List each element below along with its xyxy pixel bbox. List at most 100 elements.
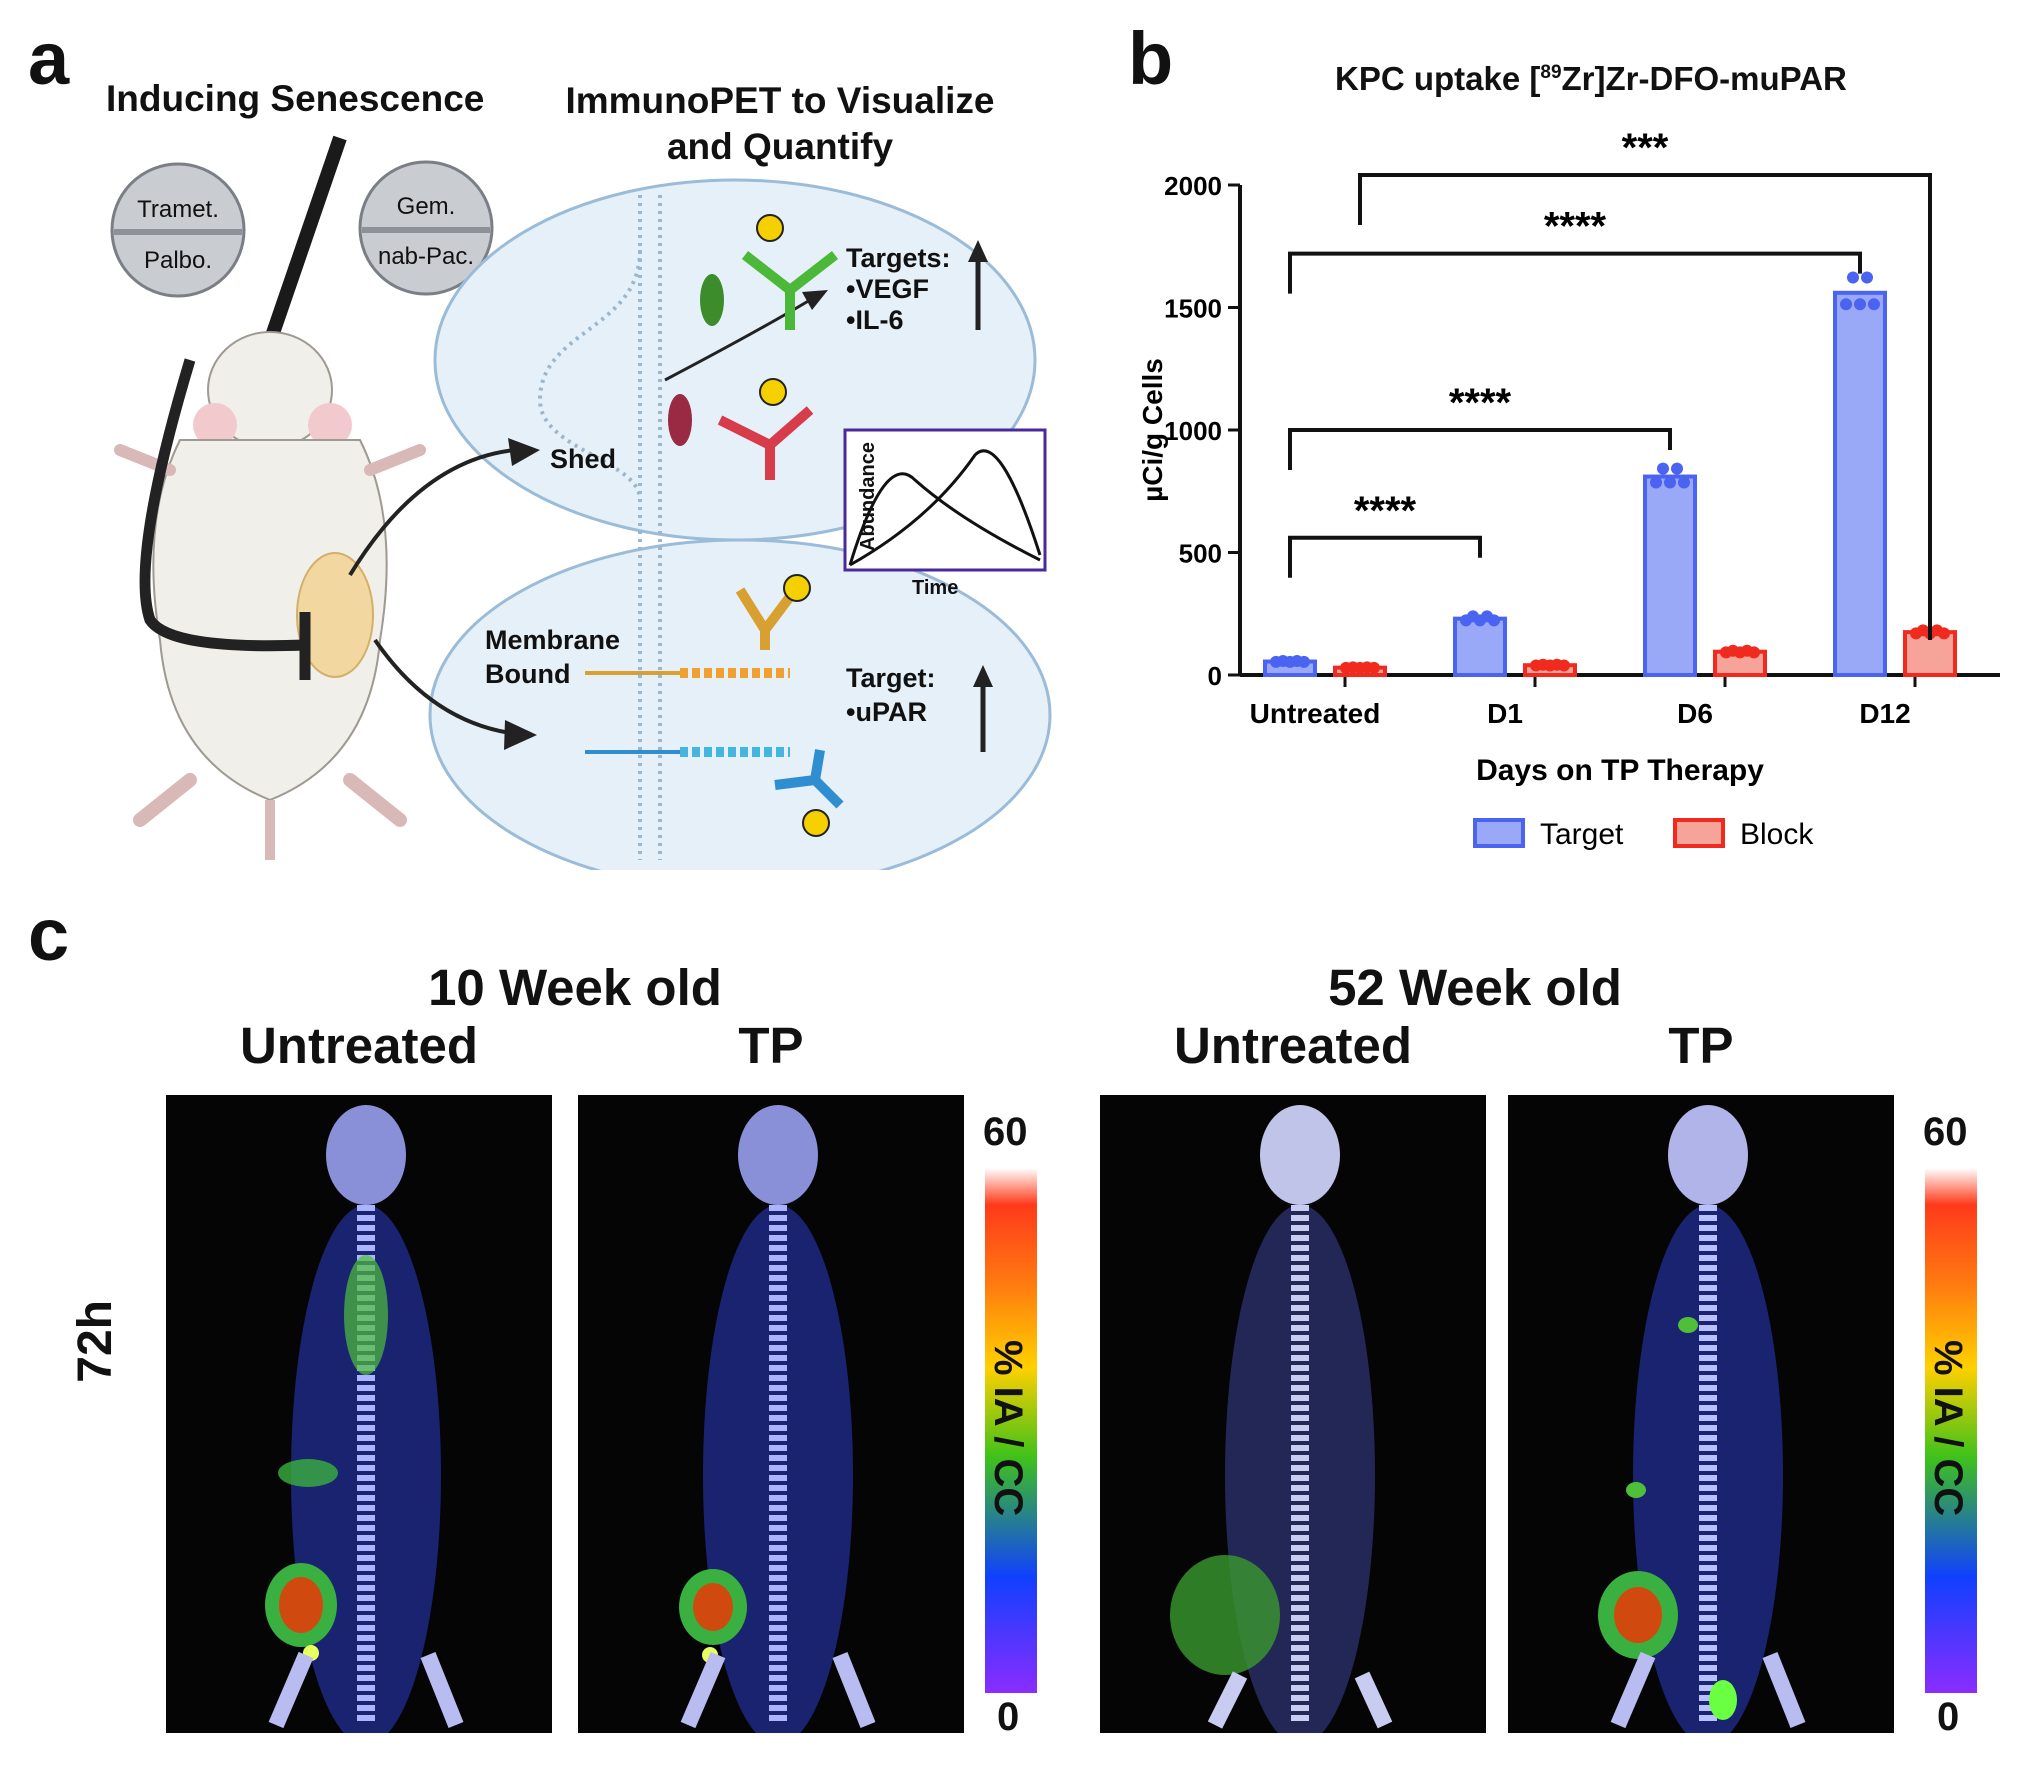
x-tick-label: D1 — [1487, 698, 1523, 729]
target-il6: •IL-6 — [846, 305, 904, 335]
significance-label: **** — [1449, 381, 1512, 425]
pet-image-52wk-untreated — [1100, 1095, 1486, 1733]
cell-bottom-icon — [428, 538, 1052, 870]
pet-image-52wk-tp — [1508, 1095, 1894, 1733]
colorbar-left-label: % IA / CC — [986, 1340, 1030, 1517]
mouse-icon — [114, 331, 426, 860]
panel-a-illustration — [110, 135, 1052, 870]
data-point — [1664, 476, 1676, 489]
pet-image-10wk-untreated — [166, 1095, 552, 1733]
y-tick-label: 1000 — [1164, 416, 1222, 446]
pill-icon-left — [110, 162, 246, 298]
pet-image-10wk-tp — [578, 1095, 964, 1733]
x-tick-label: D12 — [1859, 698, 1910, 729]
colorbar-right — [1925, 1168, 1977, 1693]
x-tick-label: D6 — [1677, 698, 1713, 729]
data-point — [1748, 646, 1760, 659]
chart-title-post: Zr]Zr-DFO-muPAR — [1561, 60, 1847, 97]
group-10-week-title: 10 Week old — [428, 959, 722, 1016]
bar-target-d6 — [1643, 474, 1697, 677]
targets-block: Targets: •VEGF •IL-6 — [846, 243, 951, 336]
data-point — [1650, 476, 1662, 489]
y-tick-label: 1500 — [1164, 294, 1222, 324]
data-point — [1854, 298, 1866, 311]
significance-bracket — [1358, 173, 1932, 640]
colorbar-right-max: 60 — [1923, 1110, 1968, 1154]
data-point — [1678, 476, 1690, 489]
significance-label: *** — [1622, 126, 1669, 170]
legend-target-swatch — [1473, 818, 1525, 848]
tumor-icon — [296, 552, 374, 678]
data-point — [1657, 462, 1669, 475]
chart-title: KPC uptake [89Zr]Zr-DFO-muPAR — [1335, 60, 1847, 98]
significance-bracket — [1288, 535, 1482, 578]
panel-b-letter: b — [1128, 17, 1174, 100]
data-point — [1298, 655, 1310, 668]
panel-a-left-title: Inducing Senescence — [106, 78, 485, 119]
panel-a-right-title-line2: and Quantify — [666, 126, 894, 167]
antibody-red-icon — [668, 394, 814, 480]
target-upar-block: Target: •uPAR — [846, 661, 936, 729]
target-vegf: •VEGF — [846, 274, 929, 304]
group-52-week-title: 52 Week old — [1328, 959, 1622, 1016]
legend-target-label: Target — [1540, 818, 1624, 850]
significance-label: **** — [1354, 489, 1417, 533]
y-tick-label: 2000 — [1164, 171, 1222, 201]
pill-left-bottom-label: Palbo. — [143, 247, 213, 274]
y-tick-label: 0 — [1208, 661, 1222, 691]
data-point — [1368, 661, 1380, 674]
data-point — [1847, 271, 1859, 284]
data-point — [1861, 271, 1873, 284]
colorbar-left-min: 0 — [997, 1695, 1020, 1739]
col4-label: TP — [1668, 1017, 1734, 1074]
col3-label: Untreated — [1173, 1017, 1413, 1074]
panel-a-right-title: ImmunoPET to Visualize and Quantify — [545, 78, 1015, 170]
colorbar-right-min: 0 — [1937, 1695, 1960, 1739]
inset-ylabel: Abundance — [856, 442, 879, 551]
data-point — [1671, 462, 1683, 475]
membrane-icon — [537, 195, 662, 860]
membrane-bound-label: Membrane Bound — [485, 623, 620, 691]
inhibition-arrow-icon — [139, 358, 306, 652]
membrane-label-line1: Membrane — [485, 625, 621, 655]
membrane-label-line2: Bound — [485, 659, 571, 689]
pill-right-bottom-label: nab-Pac. — [377, 243, 475, 270]
target-upar: •uPAR — [846, 697, 927, 727]
chart-title-pre: KPC uptake [ — [1335, 60, 1541, 97]
shed-label: Shed — [550, 444, 617, 474]
targets-label: Targets: — [846, 243, 951, 273]
significance-label: **** — [1544, 205, 1607, 249]
data-point — [1558, 659, 1570, 672]
colorbar-left-max: 60 — [983, 1110, 1028, 1154]
up-arrow-icon — [968, 240, 993, 752]
x-tick-label: Untreated — [1250, 698, 1381, 729]
chart-title-sup: 89 — [1540, 62, 1562, 83]
data-point — [1488, 614, 1500, 627]
target-label: Target: — [846, 663, 936, 693]
significance-bracket — [1288, 428, 1672, 470]
panel-a-right-title-line1: ImmunoPET to Visualize — [565, 80, 995, 121]
col2-label: TP — [738, 1017, 804, 1074]
data-point — [1840, 298, 1852, 311]
legend-block-swatch — [1673, 818, 1725, 848]
row-label-72h: 72h — [69, 1300, 122, 1383]
y-axis-label: µCi/g Cells — [1137, 358, 1168, 502]
legend-block-label: Block — [1740, 818, 1814, 850]
pill-right-top-label: Gem. — [396, 193, 456, 220]
bar-target-d1 — [1453, 616, 1507, 677]
pill-icon-right — [358, 160, 494, 296]
data-point — [1868, 298, 1880, 311]
colorbar-left — [985, 1168, 1037, 1693]
significance-bracket — [1288, 251, 1862, 294]
colorbar-right-label: % IA / CC — [1926, 1340, 1970, 1517]
gavage-tube-icon — [265, 135, 347, 339]
uptake-bar-chart: 0 500 1000 1500 2000 µCi/g Cells Untreated D1 D6… — [1137, 126, 2000, 850]
x-axis-label: Days on TP Therapy — [1476, 754, 1764, 787]
antibody-blue-icon — [774, 749, 844, 809]
bar-target-d12 — [1833, 290, 1887, 678]
panel-a-letter: a — [28, 17, 70, 100]
antibody-orange-icon — [735, 587, 799, 650]
y-tick-label: 500 — [1179, 539, 1222, 569]
pill-left-top-label: Tramet. — [137, 196, 219, 223]
secretion-arrow-icon — [664, 298, 811, 382]
